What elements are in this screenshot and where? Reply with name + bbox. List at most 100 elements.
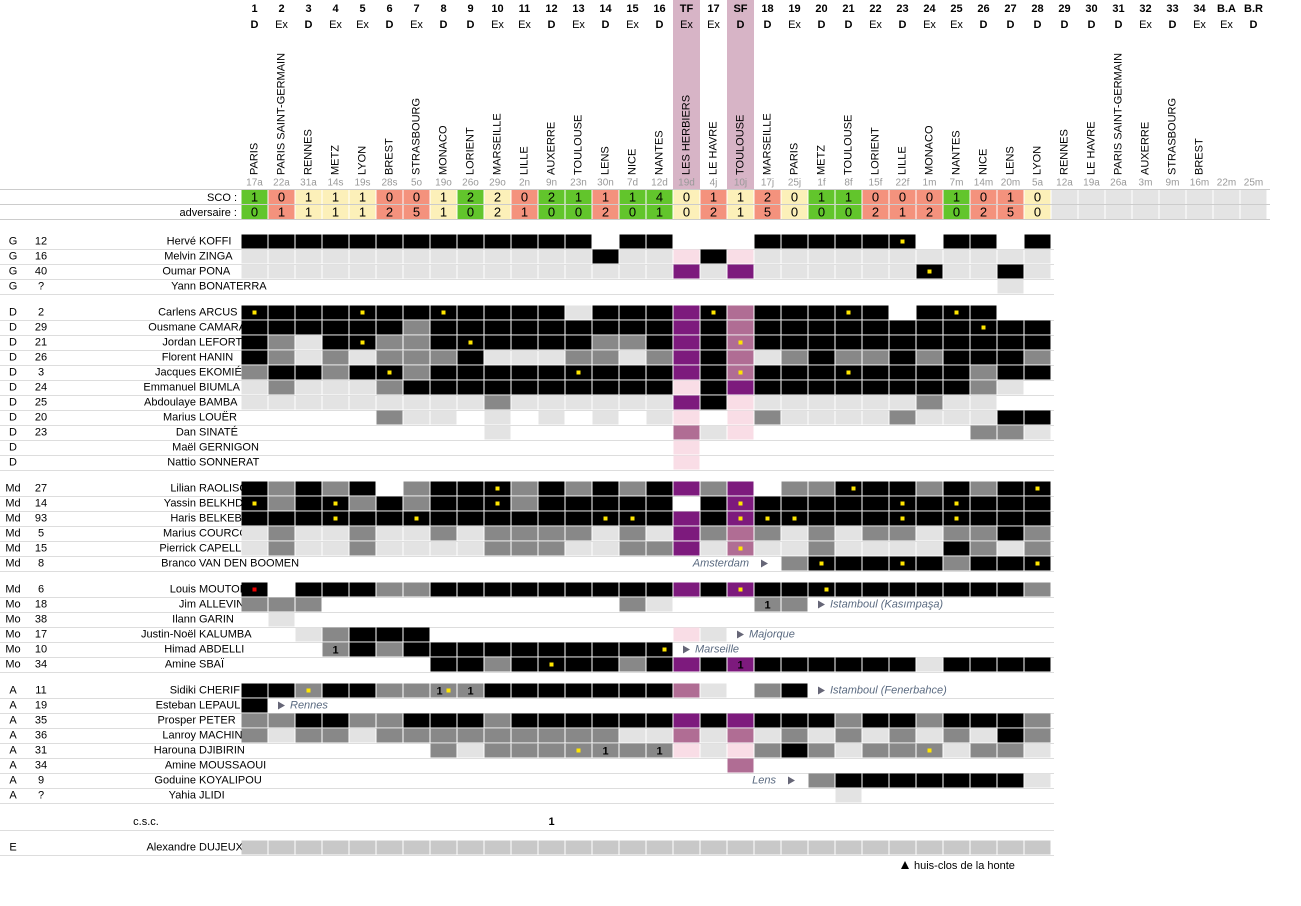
- cell: [646, 481, 673, 496]
- match-number: 17: [707, 3, 719, 15]
- score-adv: 2: [602, 204, 609, 219]
- cell: [592, 728, 619, 743]
- cell: [889, 657, 916, 672]
- cell: [700, 713, 727, 728]
- yellow-mark: [576, 370, 581, 375]
- goal-count: 1: [602, 745, 608, 757]
- cell: [484, 234, 511, 249]
- yellow-mark: [819, 561, 824, 566]
- score-sco: 0: [791, 189, 798, 204]
- cell: [565, 642, 592, 657]
- score-cell: [403, 190, 430, 204]
- cell: [376, 410, 403, 425]
- cell: [997, 582, 1024, 597]
- cup-column: [673, 0, 700, 189]
- cell: [808, 840, 835, 855]
- match-venue: D: [602, 19, 610, 31]
- cell: [538, 320, 565, 335]
- match-date: 17j: [761, 178, 774, 189]
- last-name: VAN DEN BOOMEN: [199, 557, 299, 569]
- cell: [889, 481, 916, 496]
- cell: [646, 249, 673, 264]
- yellow-mark: [900, 561, 905, 566]
- yellow-mark: [738, 516, 743, 521]
- position: G: [9, 265, 18, 277]
- cell: [943, 541, 970, 556]
- last-name: PETER: [199, 714, 236, 726]
- cell: [376, 683, 403, 698]
- match-date: 1f: [817, 178, 826, 189]
- cell: [241, 481, 268, 496]
- cell: [943, 335, 970, 350]
- score-cell: [835, 190, 862, 204]
- red-mark: [252, 587, 257, 592]
- cell: [241, 541, 268, 556]
- cell: [322, 642, 349, 657]
- opponent: LYON: [356, 146, 368, 175]
- cell: [646, 713, 673, 728]
- cell: [916, 335, 943, 350]
- cell: [484, 642, 511, 657]
- match-date: 8f: [844, 178, 853, 189]
- transfer-to: Marseille: [695, 643, 739, 655]
- cell: [673, 526, 700, 541]
- cell: [673, 320, 700, 335]
- first-name: Amine: [165, 658, 196, 670]
- cell: [808, 657, 835, 672]
- opponent: TOULOUSE: [842, 115, 854, 175]
- cell: [970, 264, 997, 279]
- cell: [862, 728, 889, 743]
- cell: [727, 249, 754, 264]
- cell: [916, 526, 943, 541]
- yellow-mark: [414, 516, 419, 521]
- cell: [592, 541, 619, 556]
- cell: [700, 481, 727, 496]
- cell: [781, 496, 808, 511]
- transfer-arrow: [818, 600, 825, 609]
- match-date: 5o: [411, 178, 423, 189]
- cell: [673, 380, 700, 395]
- cell: [430, 511, 457, 526]
- cell: [673, 683, 700, 698]
- cell: [700, 627, 727, 642]
- cell: [619, 249, 646, 264]
- cell: [754, 234, 781, 249]
- cell: [916, 320, 943, 335]
- cell: [268, 511, 295, 526]
- cell: [727, 657, 754, 672]
- cell: [754, 541, 781, 556]
- match-number: B.R: [1244, 3, 1263, 15]
- opponent: LYON: [1031, 146, 1043, 175]
- cell: [943, 249, 970, 264]
- match-venue: Ex: [869, 19, 882, 31]
- goal-count: 1: [814, 584, 820, 596]
- cell: [511, 350, 538, 365]
- position: D: [9, 306, 17, 318]
- cell: [457, 264, 484, 279]
- cell: [862, 395, 889, 410]
- match-venue: D: [656, 19, 664, 31]
- cell: [700, 335, 727, 350]
- cell: [295, 627, 322, 642]
- score-sco: 1: [575, 189, 582, 204]
- shirt-number: 19: [35, 699, 47, 711]
- cell: [376, 395, 403, 410]
- match-date: 4j: [710, 178, 718, 189]
- score-cell: [1051, 205, 1078, 219]
- cell: [619, 541, 646, 556]
- cell: [295, 526, 322, 541]
- first-name: Justin-Noël: [141, 628, 196, 640]
- cell: [538, 350, 565, 365]
- cell: [619, 365, 646, 380]
- score-sco: 1: [440, 189, 447, 204]
- cell: [268, 264, 295, 279]
- match-number: B.A: [1217, 3, 1236, 15]
- cell: [781, 840, 808, 855]
- opponent: RENNES: [302, 129, 314, 175]
- cell: [808, 728, 835, 743]
- cell: [808, 395, 835, 410]
- score-adv: 0: [629, 204, 636, 219]
- cell: [430, 743, 457, 758]
- cell: [808, 526, 835, 541]
- match-number: 20: [815, 3, 827, 15]
